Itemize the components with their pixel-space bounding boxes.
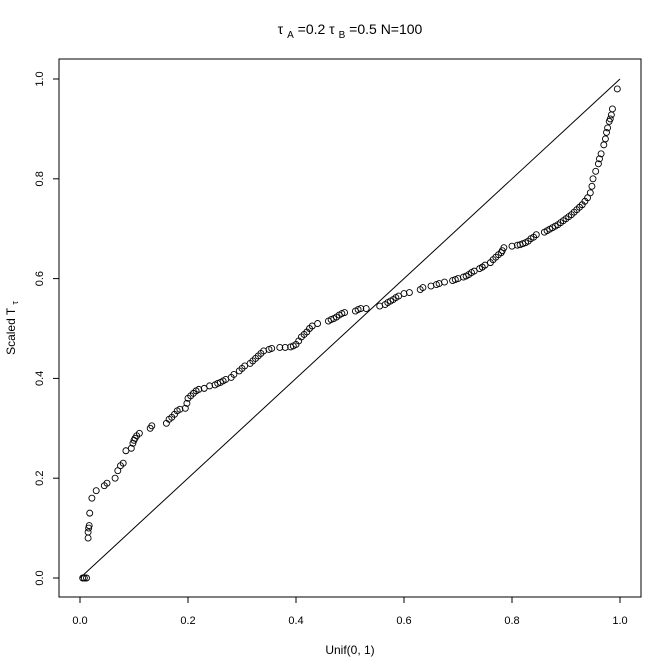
y-tick-label: 0.6 <box>34 271 46 286</box>
x-tick-label: 1.0 <box>612 615 627 627</box>
scatter-point <box>176 405 184 413</box>
plot-title: τ A =0.2 τ B =0.5 N=100 <box>278 21 423 41</box>
y-axis-label-main: Scaled T <box>4 307 18 355</box>
scatter-point <box>127 444 135 452</box>
scatter-point <box>481 261 489 269</box>
scatter-point <box>268 345 276 352</box>
scatter-point <box>103 479 111 487</box>
scatter-point <box>405 289 413 297</box>
scatter-point <box>230 370 238 378</box>
title-n-text: N=100 <box>381 21 423 37</box>
scatter-point <box>80 574 88 582</box>
scatter-point <box>588 182 596 190</box>
scatter-point <box>183 399 191 407</box>
scatter-point <box>532 231 540 239</box>
scatter-point <box>122 447 130 455</box>
scatter-point <box>606 115 614 123</box>
x-tick-label: 0.4 <box>288 615 303 627</box>
scatter-point <box>596 155 603 163</box>
scatter-point <box>607 111 615 119</box>
svg-text:τ A =0.2: τ A =0.2 τ B =0.5 N=100 <box>278 21 423 41</box>
scatter-point <box>92 487 100 495</box>
scatter-point <box>586 189 594 197</box>
y-tick-label: 0.4 <box>34 371 46 386</box>
scatter-point <box>84 534 92 542</box>
scatter-point <box>314 320 322 327</box>
title-tau-a: τ <box>278 21 284 37</box>
scatter-point <box>181 404 189 412</box>
scatter-point <box>594 160 602 168</box>
y-tick-label: 0.8 <box>34 171 46 186</box>
scatter-point <box>500 244 508 252</box>
scatter-point <box>85 524 93 532</box>
y-tick-label: 1.0 <box>34 71 46 86</box>
scatter-point <box>604 124 612 132</box>
scatter-point <box>88 494 96 502</box>
scatter-point <box>597 150 605 158</box>
scatter-point <box>148 422 156 430</box>
scatter-point <box>470 267 478 275</box>
scatter-point <box>85 522 93 530</box>
x-axis: 0.0 0.2 0.4 0.6 0.8 1.0 <box>72 596 628 627</box>
title-b-sub: B <box>339 30 346 41</box>
scatter-point <box>608 105 616 113</box>
scatter-point <box>589 175 597 183</box>
scatter-point <box>362 305 370 312</box>
x-tick-label: 0.8 <box>504 615 519 627</box>
scatter-point <box>508 242 516 250</box>
scatter-point <box>600 141 608 149</box>
scatter-point <box>341 309 349 316</box>
scatter-point <box>603 128 610 136</box>
reference-line <box>79 78 621 579</box>
x-axis-label: Unif(0, 1) <box>325 643 374 657</box>
x-tick-label: 0.2 <box>180 615 195 627</box>
title-a-sub: A <box>287 30 294 41</box>
x-tick-label: 0.6 <box>396 615 411 627</box>
y-tick-label: 0.2 <box>34 471 46 486</box>
y-axis-label-sub: τ <box>10 301 20 305</box>
y-axis: 0.0 0.2 0.4 0.6 0.8 1.0 <box>34 71 60 586</box>
scatter-point <box>200 384 208 392</box>
scatter-point <box>84 528 92 536</box>
scatter-point <box>241 362 249 370</box>
scatter-point <box>308 322 316 330</box>
scatter-point <box>419 284 427 292</box>
scatter-point <box>195 385 203 393</box>
scatter-point <box>400 290 408 298</box>
scatter-point <box>111 474 119 482</box>
scatter-point <box>276 344 284 351</box>
scatter-point <box>135 429 143 437</box>
scatter-point <box>601 135 609 143</box>
title-a-value: =0.2 <box>298 21 326 37</box>
scatter-point <box>441 278 448 286</box>
scatter-point <box>357 305 365 312</box>
scatter-points <box>79 85 621 582</box>
x-tick-label: 0.0 <box>72 615 87 627</box>
scatter-point <box>281 344 289 351</box>
scatter-point <box>119 459 127 467</box>
scatter-point <box>86 509 94 517</box>
title-tau-b: τ <box>329 21 335 37</box>
scatter-point <box>206 382 214 390</box>
y-axis-label: Scaled T τ <box>4 301 20 355</box>
scatter-point <box>83 574 90 582</box>
scatter-point <box>395 292 403 300</box>
scatter-point <box>592 167 600 175</box>
scatter-point <box>613 85 621 93</box>
y-tick-label: 0.0 <box>34 570 46 585</box>
title-b-value: =0.5 <box>349 21 377 37</box>
